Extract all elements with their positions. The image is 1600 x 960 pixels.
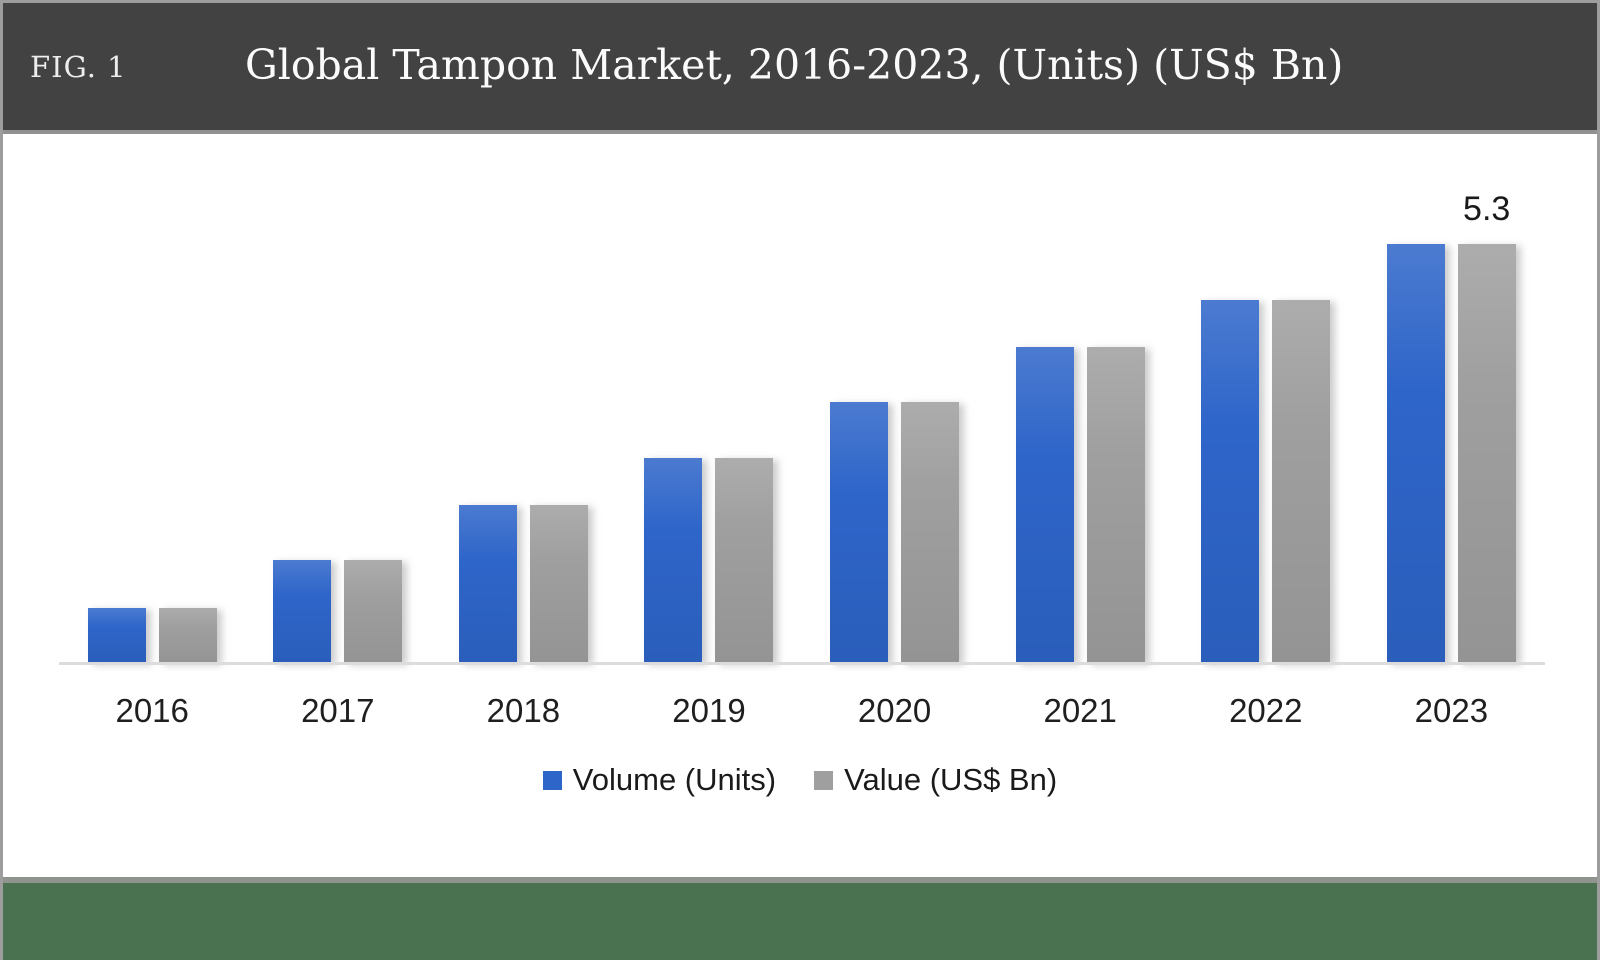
footer-band [3, 877, 1597, 960]
bar-volume-2016 [87, 607, 146, 663]
chart-legend: Volume (Units) Value (US$ Bn) [3, 762, 1597, 798]
bar-value-2020 [900, 402, 959, 663]
bar-value-2022 [1272, 299, 1331, 663]
bar-volume-2017 [273, 560, 332, 663]
figure-title: Global Tampon Market, 2016-2023, (Units)… [245, 40, 1344, 89]
x-axis-label-2016: 2016 [115, 692, 189, 729]
legend-swatch-volume [542, 770, 562, 790]
bar-volume-2020 [829, 402, 888, 663]
bar-value-2017 [344, 560, 403, 663]
figure-number: FIG. 1 [30, 49, 127, 84]
legend-swatch-value [814, 770, 834, 790]
x-axis-label-2017: 2017 [301, 692, 375, 729]
bar-value-2019 [715, 457, 774, 663]
chart-area: 2016 2017 2018 2019 2020 2021 2022 2023 5.3 Vol… [3, 134, 1597, 877]
bar-value-2016 [158, 607, 217, 663]
bar-value-2018 [529, 505, 588, 663]
x-axis-label-2019: 2019 [672, 692, 746, 729]
x-axis-label-2020: 2020 [857, 692, 932, 729]
bar-volume-2023 [1386, 244, 1445, 663]
x-axis-label-2022: 2022 [1229, 692, 1303, 729]
legend-label-value: Value (US$ Bn) [844, 762, 1058, 797]
bar-volume-2022 [1201, 299, 1260, 663]
x-axis-line [59, 662, 1545, 665]
legend-label-volume: Volume (Units) [572, 762, 777, 797]
bar-value-2021 [1086, 347, 1145, 663]
bar-volume-2018 [458, 505, 517, 663]
bar-value-2023 [1457, 244, 1516, 663]
data-label-5.3: 5.3 [1463, 190, 1511, 228]
bar-volume-2019 [644, 457, 703, 663]
legend-item-value: Value (US$ Bn) [814, 762, 1057, 798]
x-axis-label-2023: 2023 [1414, 692, 1489, 729]
figure-header: FIG. 1 Global Tampon Market, 2016-2023, … [3, 3, 1597, 134]
x-axis-label-2021: 2021 [1043, 692, 1117, 729]
figure-frame: FIG. 1 Global Tampon Market, 2016-2023, … [3, 3, 1597, 960]
legend-item-volume: Volume (Units) [542, 762, 777, 798]
x-axis-label-2018: 2018 [486, 692, 561, 729]
bar-volume-2021 [1015, 347, 1074, 663]
